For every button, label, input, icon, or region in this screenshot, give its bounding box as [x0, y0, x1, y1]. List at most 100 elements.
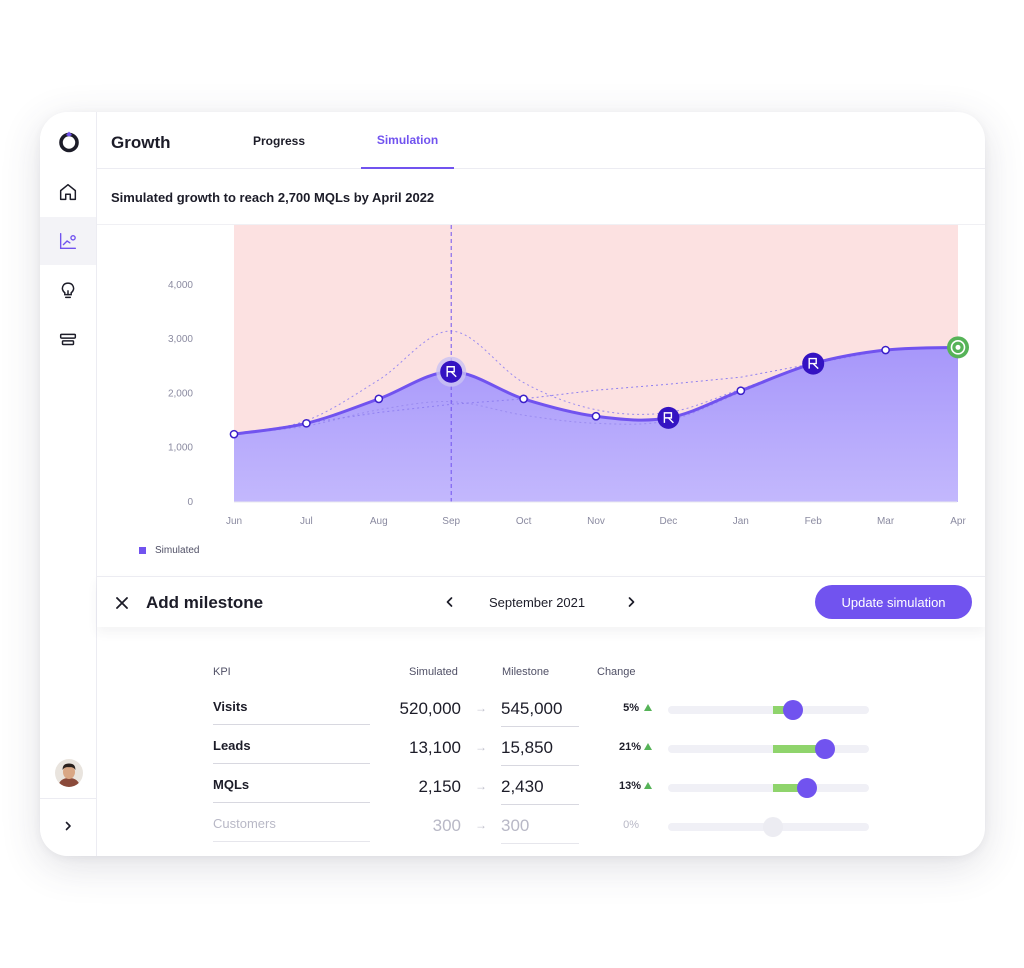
data-point: [229, 429, 239, 439]
y-tick-label: 0: [187, 497, 193, 508]
kpi-table: KPI Simulated Milestone Change Visits 52…: [97, 627, 985, 856]
change-slider-thumb[interactable]: [796, 778, 817, 798]
kpi-row-leads: Leads 13,100 → 15,850 21%: [97, 732, 985, 770]
tab-progress[interactable]: Progress: [252, 133, 306, 148]
previous-month-button[interactable]: [442, 594, 458, 610]
chart-legend: Simulated: [139, 545, 199, 556]
close-icon: [116, 597, 128, 609]
logo-icon[interactable]: [57, 130, 81, 154]
y-tick-label: 2,000: [168, 388, 193, 399]
milestone-input[interactable]: 300: [501, 816, 579, 844]
kpi-name: Customers: [213, 816, 370, 842]
column-header-milestone: Milestone: [502, 666, 550, 678]
update-simulation-button[interactable]: Update simulation: [815, 585, 972, 619]
next-month-button[interactable]: [623, 594, 639, 610]
simulated-value: 300: [432, 816, 461, 835]
y-tick-label: 3,000: [168, 334, 193, 345]
data-point: [374, 394, 384, 404]
y-tick-label: 4,000: [168, 280, 193, 291]
arrow-right-icon: →: [475, 740, 487, 754]
milestone-input[interactable]: 15,850: [501, 738, 579, 766]
tab-simulation[interactable]: Simulation: [361, 112, 454, 169]
data-point: [302, 418, 311, 428]
data-point: [591, 411, 601, 421]
column-header-kpi: KPI: [213, 666, 231, 678]
close-milestone-button[interactable]: [113, 594, 131, 612]
legend-swatch: [139, 547, 146, 554]
chevron-left-icon: [446, 597, 453, 607]
column-header-simulated: Simulated: [409, 666, 458, 678]
target-icon-center: [955, 344, 961, 350]
kpi-name: Visits: [213, 699, 370, 725]
sidebar-item-home[interactable]: [40, 168, 96, 216]
header: Growth Progress Simulation: [97, 112, 985, 169]
target-icon: [950, 340, 966, 355]
chart-svg: 0 1,000 2,000 3,000 4,000 Jun Jul Aug Sep Oct Nov D…: [168, 225, 969, 527]
y-tick-label: 1,000: [168, 443, 193, 454]
kpi-row-mqls: MQLs 2,150 → 2,430 13%: [97, 771, 985, 809]
simulated-value: 520,000: [399, 699, 461, 718]
change-percent: 5%: [623, 702, 639, 714]
data-point: [881, 345, 890, 355]
lower-band-line: [233, 346, 959, 435]
milestone-month: September 2021: [489, 595, 586, 610]
sidebar-item-layers[interactable]: [40, 315, 96, 363]
change-slider-fill: [772, 745, 825, 753]
kpi-row-customers: Customers 300 → 300 0%: [97, 810, 985, 848]
kpi-name: Leads: [213, 738, 370, 764]
triangle-up-icon: [644, 743, 652, 750]
change-percent: 13%: [619, 780, 642, 792]
triangle-up-icon: [644, 782, 652, 789]
milestone-input[interactable]: 545,000: [501, 699, 579, 727]
sidebar: [40, 112, 97, 856]
lightbulb-icon: [61, 282, 75, 299]
change-slider-thumb[interactable]: [762, 817, 783, 837]
change-slider-track[interactable]: [668, 745, 869, 753]
change-slider-track[interactable]: [668, 784, 869, 792]
milestone-input[interactable]: 2,430: [501, 777, 579, 805]
data-point: [736, 386, 746, 396]
x-tick-label: Apr: [950, 516, 966, 527]
data-point: [519, 394, 528, 404]
sidebar-divider: [40, 798, 96, 799]
change-slider-thumb[interactable]: [814, 739, 835, 759]
flag-icon: [446, 366, 457, 378]
x-tick-label: Sep: [442, 516, 460, 527]
arrow-right-icon: →: [475, 779, 487, 793]
triangle-up-icon: [644, 704, 652, 711]
home-icon: [59, 183, 77, 201]
expand-sidebar-button[interactable]: [58, 816, 78, 836]
arrow-right-icon: →: [475, 818, 487, 832]
page-title: Growth: [111, 133, 171, 152]
x-tick-label: Jun: [226, 516, 242, 527]
change-slider-fill: [772, 784, 807, 792]
legend-label: Simulated: [155, 545, 200, 556]
avatar[interactable]: [55, 759, 83, 787]
chevron-right-icon: [65, 821, 71, 831]
change-percent: 0%: [623, 819, 639, 831]
x-tick-label: Jan: [733, 516, 749, 527]
x-tick-label: Nov: [587, 516, 605, 527]
flag-icon: [663, 412, 674, 424]
x-tick-label: Feb: [805, 516, 823, 527]
simulated-value: 2,150: [418, 777, 461, 796]
flag-icon: [808, 357, 819, 370]
change-slider-track[interactable]: [668, 706, 869, 714]
sidebar-item-growth[interactable]: [40, 217, 96, 265]
milestone-bar: Add milestone September 2021 Update simu…: [97, 576, 985, 627]
x-tick-label: Oct: [516, 516, 532, 527]
arrow-right-icon: →: [475, 701, 487, 715]
app-window: Growth Progress Simulation Simulated gro…: [40, 112, 985, 856]
change-slider-thumb[interactable]: [782, 700, 803, 720]
simulated-value: 13,100: [409, 738, 461, 757]
growth-chart: 0 1,000 2,000 3,000 4,000 Jun Jul Aug Sep Oct Nov D…: [97, 225, 985, 576]
x-tick-label: Dec: [660, 516, 678, 527]
chart-icon: [59, 232, 77, 250]
change-percent: 21%: [619, 741, 642, 753]
sidebar-item-ideas[interactable]: [40, 266, 96, 314]
subtitle-bar: Simulated growth to reach 2,700 MQLs by …: [97, 169, 985, 225]
x-tick-label: Mar: [877, 516, 895, 527]
kpi-name: MQLs: [213, 777, 370, 803]
chevron-right-icon: [628, 597, 635, 607]
change-slider-fill: [772, 706, 793, 714]
